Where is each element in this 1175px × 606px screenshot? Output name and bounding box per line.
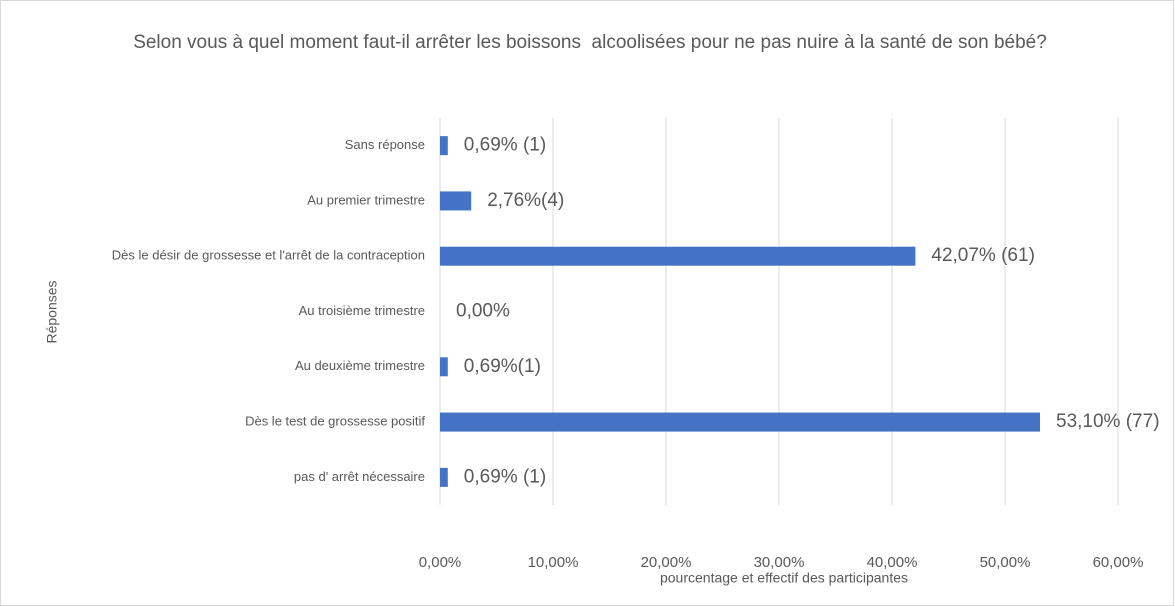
- x-tick-label: 40,00%: [867, 554, 918, 571]
- y-tick-label: Au premier trimestre: [307, 192, 425, 207]
- data-label: 0,69%(1): [464, 356, 541, 377]
- y-tick-label: Au troisième trimestre: [299, 303, 425, 318]
- x-tick-label: 20,00%: [641, 554, 692, 571]
- y-axis-label: Réponses: [44, 280, 60, 343]
- data-label: 42,07% (61): [931, 245, 1035, 266]
- bar: [440, 412, 1041, 432]
- y-tick-label: Dès le test de grossesse positif: [245, 414, 425, 429]
- y-tick-label: Sans réponse: [345, 137, 425, 152]
- y-tick-label: Au deuxième trimestre: [295, 358, 425, 373]
- x-axis-label: pourcentage et effectif des participante…: [660, 570, 908, 586]
- y-tick-label: Dès le désir de grossesse et l'arrêt de …: [112, 248, 425, 263]
- x-tick-label: 60,00%: [1093, 554, 1144, 571]
- x-tick-label: 50,00%: [980, 554, 1031, 571]
- data-label: 53,10% (77): [1056, 411, 1160, 432]
- bar: [440, 136, 448, 156]
- x-tick-label: 10,00%: [528, 554, 579, 571]
- data-label: 0,00%: [456, 301, 510, 322]
- bar: [440, 246, 916, 266]
- data-label: 0,69% (1): [464, 135, 546, 156]
- y-tick-label: pas d' arrêt nécessaire: [294, 469, 425, 484]
- data-label: 0,69% (1): [464, 466, 546, 487]
- x-tick-label: 30,00%: [754, 554, 805, 571]
- bar: [440, 467, 448, 487]
- data-label: 2,76%(4): [487, 190, 564, 211]
- bar: [440, 357, 448, 377]
- chart-title: Selon vous à quel moment faut-il arrêter…: [133, 32, 1047, 53]
- bar: [440, 191, 472, 211]
- x-tick-label: 0,00%: [419, 554, 462, 571]
